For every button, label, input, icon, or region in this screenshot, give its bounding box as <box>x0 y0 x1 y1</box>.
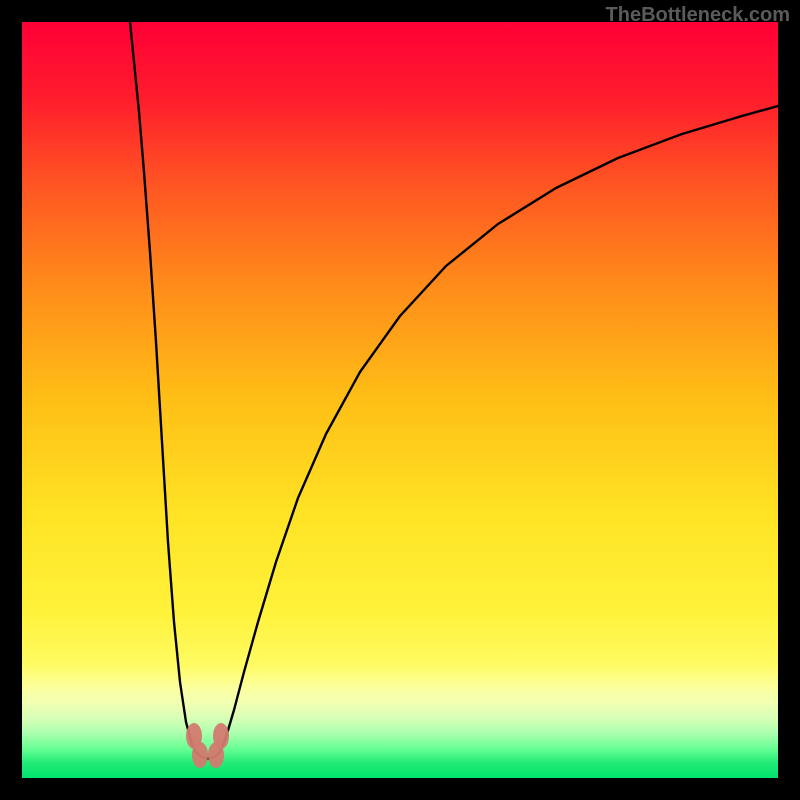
curve-marker <box>192 742 208 768</box>
curve-marker <box>208 742 224 768</box>
chart-container: TheBottleneck.com <box>0 0 800 800</box>
watermark-text: TheBottleneck.com <box>606 4 790 27</box>
curve-layer <box>22 22 778 778</box>
plot-area <box>22 22 778 778</box>
bottleneck-curve <box>130 22 778 759</box>
